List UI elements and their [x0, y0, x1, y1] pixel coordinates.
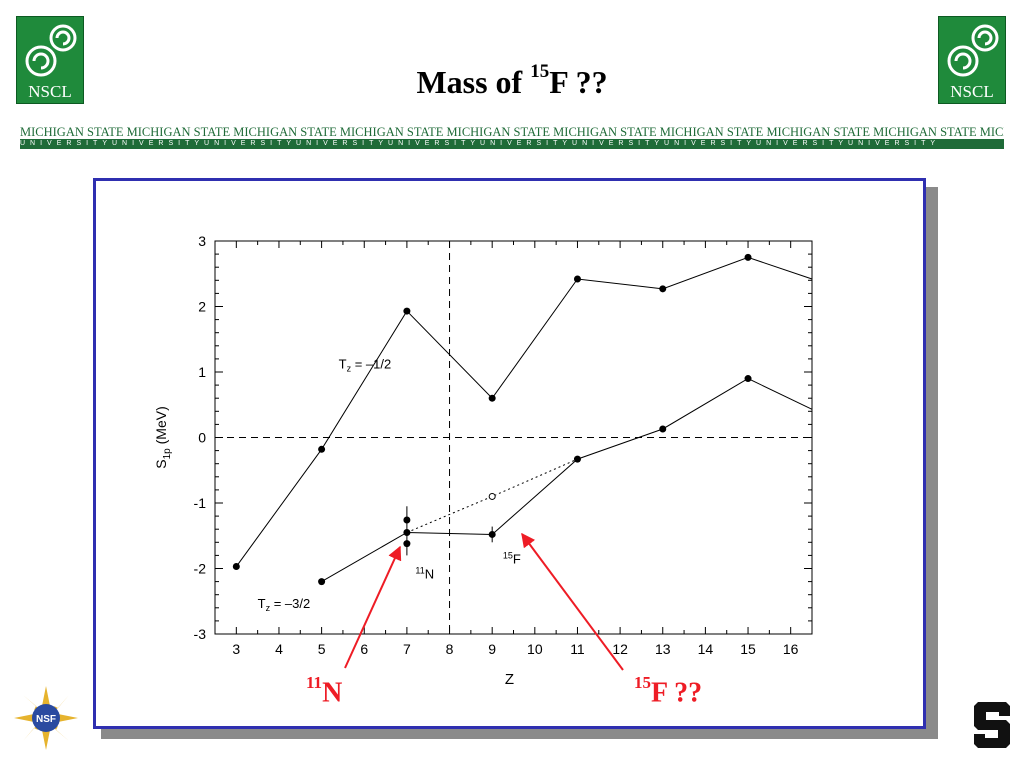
nscl-logo-text: NSCL — [28, 82, 72, 101]
x-tick-label: 6 — [360, 641, 368, 657]
open-point — [488, 492, 496, 500]
data-point — [573, 275, 581, 283]
nsf-logo: NSF — [14, 686, 78, 750]
annotation-11n: 11N — [306, 673, 343, 709]
y-tick-label: -3 — [194, 626, 207, 642]
x-tick-label: 7 — [403, 641, 411, 657]
data-point — [403, 540, 411, 548]
x-tick-label: 3 — [232, 641, 240, 657]
msu-block-s-logo — [974, 702, 1010, 748]
y-axis-label: S1p (MeV) — [153, 406, 173, 468]
data-point — [744, 375, 752, 383]
x-tick-label: 8 — [446, 641, 454, 657]
nscl-logo-right: NSCL — [938, 16, 1006, 104]
data-point — [232, 563, 240, 571]
y-tick-label: 2 — [198, 299, 206, 315]
data-point — [403, 516, 411, 524]
page-title: Mass of 15F ?? — [0, 61, 1024, 101]
y-tick-label: -2 — [194, 561, 207, 577]
title-mass-number: 15 — [530, 61, 550, 83]
data-point — [403, 307, 411, 315]
x-tick-label: 12 — [612, 641, 628, 657]
series-label-0: Tz = –1/2 — [339, 357, 392, 374]
annotation-15f-mass: 15 — [634, 673, 651, 692]
dotted-interpolation-line — [406, 458, 578, 533]
y-tick-label: 0 — [198, 430, 206, 446]
data-point — [318, 445, 326, 453]
x-tick-label: 10 — [527, 641, 543, 657]
data-point — [318, 578, 326, 586]
msu-banner: MICHIGAN STATE MICHIGAN STATE MICHIGAN S… — [20, 126, 1004, 149]
annotation-11n-mass: 11 — [306, 673, 323, 692]
svg-text:NSF: NSF — [36, 714, 56, 725]
x-tick-label: 15 — [740, 641, 756, 657]
arrow-to-11n — [344, 545, 402, 669]
x-tick-label: 14 — [698, 641, 714, 657]
data-point — [744, 253, 752, 261]
series-label-1: Tz = –3/2 — [258, 596, 311, 613]
nscl-logo-left: NSCL — [16, 16, 84, 104]
series-line-0 — [235, 256, 813, 567]
data-point — [573, 455, 581, 463]
chart-frame: 3 4 5 6 7 8 9 10 11 12 13 14 15 16 -3 -2 -1 0 1 2 3 Z S1p (MeV… — [93, 178, 926, 729]
nscl-spiral-icon — [25, 24, 77, 77]
title-prefix: Mass of — [416, 64, 531, 100]
data-point — [488, 394, 496, 402]
x-tick-label: 4 — [275, 641, 283, 657]
nscl-spiral-icon — [947, 24, 999, 77]
annotation-15f-symbol: F ?? — [651, 677, 703, 709]
y-tick-label: 1 — [198, 364, 206, 380]
title-suffix: F ?? — [549, 64, 608, 100]
annotation-15f: 15F ?? — [634, 673, 703, 709]
x-axis-label: Z — [505, 671, 514, 688]
y-tick-label: -1 — [194, 495, 207, 511]
annotation-11n-symbol: N — [322, 677, 343, 709]
x-tick-label: 13 — [655, 641, 671, 657]
msu-banner-top: MICHIGAN STATE MICHIGAN STATE MICHIGAN S… — [20, 126, 1004, 139]
data-point — [659, 285, 667, 293]
x-tick-label: 5 — [318, 641, 326, 657]
point-label: 11N — [415, 565, 434, 581]
arrow-to-15f — [521, 532, 624, 671]
point-label: 15F — [503, 550, 521, 566]
x-tick-label: 16 — [783, 641, 799, 657]
x-tick-label: 11 — [570, 641, 585, 657]
data-point — [659, 425, 667, 433]
msu-banner-bottom: UNIVERSITYUNIVERSITYUNIVERSITYUNIVERSITY… — [20, 139, 1004, 149]
x-tick-label: 9 — [488, 641, 496, 657]
nscl-logo-text: NSCL — [950, 82, 994, 101]
y-tick-label: 3 — [198, 233, 206, 249]
